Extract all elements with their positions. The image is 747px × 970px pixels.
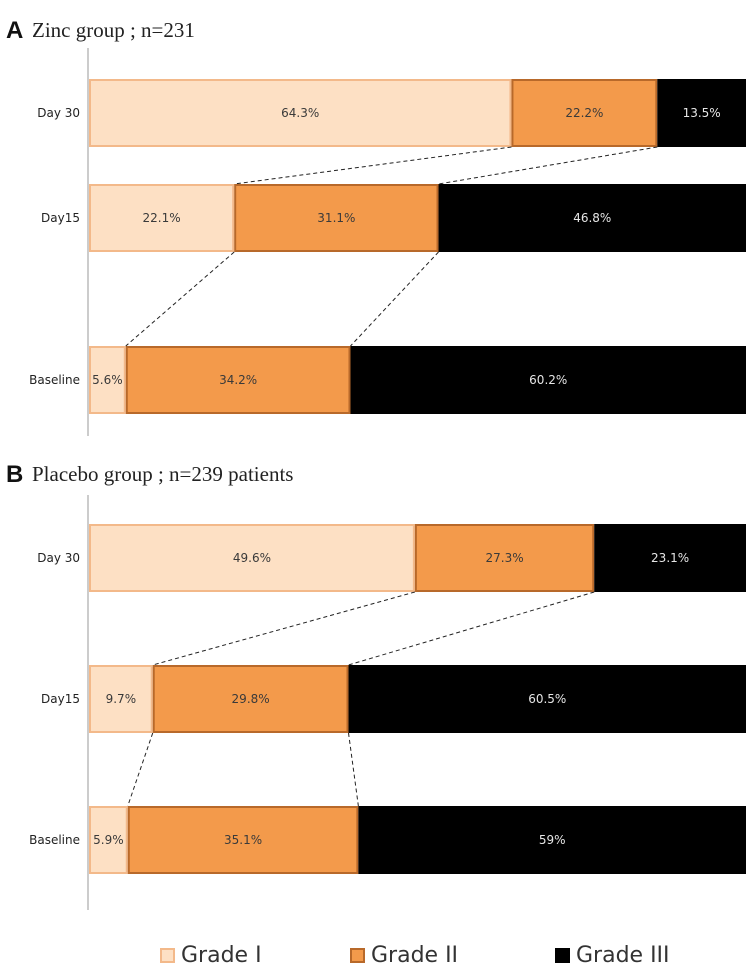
panel-a-bar-day-15-grade-3 — [438, 184, 746, 252]
panel-b-bar-baseline-grade-2 — [127, 806, 359, 874]
panel-b-bar-day-15-grade-1 — [89, 665, 153, 733]
panel-b-data-label-day-30-grade-2: 27.3% — [485, 551, 523, 565]
panel-a-bar-baseline-grade-3 — [350, 346, 746, 414]
panel-b-data-label-day-30-grade-1: 49.6% — [233, 551, 271, 565]
panel-b-bar-day-15-grade-3 — [348, 665, 746, 733]
panel-b-connector-day-30-to-day-15-2 — [348, 591, 595, 666]
panel-a-category-label-day-30: Day 30 — [37, 106, 80, 120]
panel-b-data-label-day-15-grade-1: 9.7% — [106, 692, 137, 706]
panel-a-data-label-day-15-grade-3: 46.8% — [573, 211, 611, 225]
panel-a-connector-day-15-to-baseline-1 — [125, 251, 235, 347]
panel-b-title: Placebo group ; n=239 patients — [32, 462, 293, 486]
panel-a-title: Zinc group ; n=231 — [32, 18, 195, 42]
panel-a-data-label-day-15-grade-1: 22.1% — [143, 211, 181, 225]
panel-b-category-label-day-30: Day 30 — [37, 551, 80, 565]
panel-a-category-label-baseline: Baseline — [29, 373, 80, 387]
panel-b-data-label-day-15-grade-3: 60.5% — [528, 692, 566, 706]
panel-a-bar-baseline-grade-2 — [125, 346, 351, 414]
panel-b-bar-day-30-grade-2 — [414, 524, 595, 592]
panel-a-bar-day-15-grade-2 — [234, 184, 439, 252]
panel-a-data-label-baseline-grade-3: 60.2% — [529, 373, 567, 387]
legend-label-grade-1: Grade I — [181, 942, 262, 968]
panel-b-bar-baseline-grade-1 — [89, 806, 128, 874]
panel-b-connector-day-30-to-day-15-1 — [152, 591, 416, 666]
legend-label-grade-3: Grade III — [576, 942, 670, 968]
panel-a-data-label-baseline-grade-2: 34.2% — [219, 373, 257, 387]
panel-b-data-label-baseline-grade-3: 59% — [539, 833, 566, 847]
panel-b-bar-day-30-grade-1 — [89, 524, 415, 592]
panel-a-bar-day-15-grade-1 — [89, 184, 235, 252]
panel-a-data-label-day-30-grade-3: 13.5% — [683, 106, 721, 120]
panel-a-bar-day-30-grade-3 — [657, 79, 746, 147]
panel-b-data-label-day-30-grade-3: 23.1% — [651, 551, 689, 565]
legend-item-grade-2: Grade II — [350, 940, 458, 970]
panel-a-bar-baseline-grade-1 — [89, 346, 126, 414]
panel-b-connector-day-15-to-baseline-2 — [348, 732, 359, 807]
panel-a-connector-day-30-to-day-15-2 — [438, 146, 658, 185]
panel-b-connector-day-15-to-baseline-1 — [127, 732, 154, 807]
panel-a-data-label-day-30-grade-1: 64.3% — [281, 106, 319, 120]
panel-a-bar-day-30-grade-1 — [89, 79, 512, 147]
panel-b-data-label-baseline-grade-2: 35.1% — [224, 833, 262, 847]
legend-swatch-grade-1 — [160, 947, 175, 963]
legend-item-grade-3: Grade III — [555, 940, 670, 970]
panel-b-bar-day-30-grade-3 — [594, 524, 746, 592]
legend-item-grade-1: Grade I — [160, 940, 262, 970]
panel-b-category-label-baseline: Baseline — [29, 833, 80, 847]
legend-swatch-grade-2 — [350, 947, 365, 963]
panel-a-bar-day-30-grade-2 — [511, 79, 658, 147]
chart-legend: Grade I Grade II Grade III — [0, 940, 747, 970]
panel-a-letter: A — [6, 17, 23, 44]
panel-b-data-label-day-15-grade-2: 29.8% — [232, 692, 270, 706]
panel-a-chart: A Zinc group ; n=231 Day 30 64.3% 22.2% 13.… — [6, 17, 746, 436]
panel-b-letter: B — [6, 461, 23, 488]
panel-a-category-label-day-15: Day15 — [41, 211, 80, 225]
panel-b-category-label-day-15: Day15 — [41, 692, 80, 706]
panel-b-bar-baseline-grade-3 — [358, 806, 746, 874]
legend-swatch-grade-3 — [555, 947, 570, 963]
panel-a-connector-day-30-to-day-15-1 — [234, 146, 512, 185]
panel-b-data-label-baseline-grade-1: 5.9% — [93, 833, 124, 847]
panel-a-connector-day-15-to-baseline-2 — [350, 251, 439, 347]
panel-b-chart: B Placebo group ; n=239 patients Day 30 4… — [6, 461, 746, 910]
panel-a-data-label-day-15-grade-2: 31.1% — [317, 211, 355, 225]
panel-b-bar-day-15-grade-2 — [152, 665, 349, 733]
panel-a-data-label-day-30-grade-2: 22.2% — [565, 106, 603, 120]
legend-label-grade-2: Grade II — [371, 942, 459, 968]
panel-a-data-label-baseline-grade-1: 5.6% — [92, 373, 123, 387]
